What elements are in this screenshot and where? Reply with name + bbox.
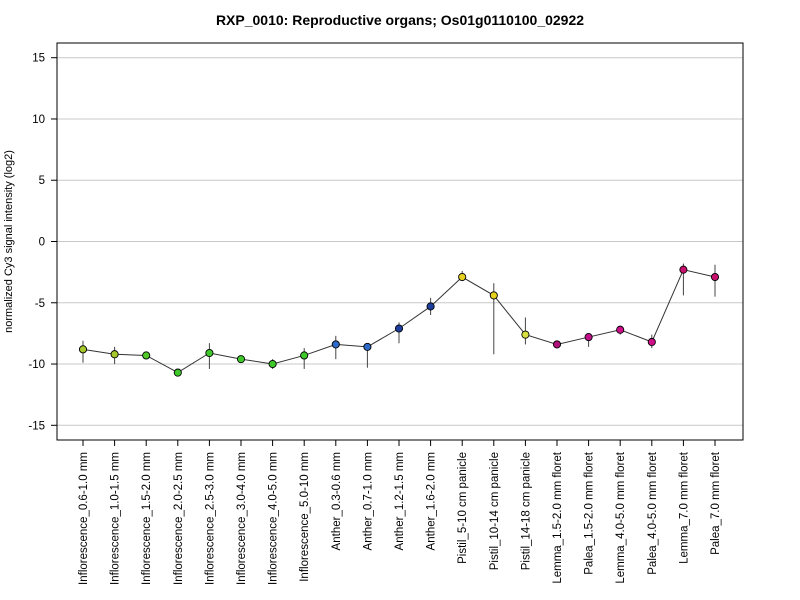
data-point [394, 324, 404, 333]
x-tick-label: Inflorescence_1.0-1.5 mm [110, 452, 122, 585]
x-tick-label: Anther_0.3-0.6 mm [331, 452, 343, 550]
data-point [584, 333, 593, 342]
data-point [426, 302, 435, 311]
x-tick-label: Palea_4.0-5.0 mm floret [647, 451, 659, 575]
data-point [647, 337, 656, 347]
series-line [82, 269, 716, 374]
data-point [236, 355, 246, 364]
y-tick-label: -15 [28, 420, 45, 432]
x-tick-label: Anther_0.7-1.0 mm [362, 452, 374, 550]
data-point [110, 350, 119, 359]
data-point [521, 330, 530, 339]
x-tick-label: Inflorescence_4.0-5.0 mm [268, 452, 280, 585]
x-tick-label: Inflorescence_2.0-2.5 mm [173, 452, 185, 585]
x-tick-label: Inflorescence_0.6-1.0 mm [78, 452, 90, 585]
x-tick-label: Pistil_14-18 cm panicle [520, 452, 532, 570]
x-tick-label: Palea_7.0 mm floret [710, 451, 722, 555]
y-tick-label: 0 [39, 237, 45, 249]
chart-title: RXP_0010: Reproductive organs; Os01g0110… [215, 12, 585, 28]
y-axis-label: normalized Cy3 signal intensity (log2) [3, 150, 15, 333]
data-point [300, 351, 309, 360]
y-tick-label: 5 [39, 175, 45, 187]
data-point [489, 291, 498, 300]
x-tick-label: Inflorescence_1.5-2.0 mm [141, 452, 153, 585]
y-tick-label: 15 [32, 53, 45, 65]
x-tick-label: Anther_1.2-1.5 mm [394, 452, 406, 550]
y-tick-label: -10 [28, 359, 45, 371]
x-tick-label: Pistil_5-10 cm panicle [457, 452, 469, 564]
data-point [331, 340, 340, 349]
data-point [363, 342, 372, 351]
gridlines [57, 57, 743, 426]
data-points [78, 265, 720, 377]
y-axis: 15 10 5 0 -5 -10 -15 [28, 53, 57, 432]
x-tick-label: Inflorescence_3.0-4.0 mm [236, 452, 248, 585]
data-point [205, 348, 214, 358]
y-tick-label: 10 [32, 114, 45, 126]
data-point [268, 359, 277, 369]
data-point [616, 325, 625, 334]
data-point [552, 340, 562, 349]
data-point [710, 272, 720, 282]
x-tick-label: Lemma_7.0 mm floret [678, 451, 690, 564]
x-tick-label: Anther_1.6-2.0 mm [426, 452, 438, 550]
data-point [78, 345, 88, 354]
x-tick-label: Palea_1.5-2.0 mm floret [584, 451, 596, 575]
data-point [173, 368, 182, 377]
x-tick-label: Lemma_1.5-2.0 mm floret [552, 451, 564, 583]
data-point [142, 351, 151, 360]
x-tick-label: Inflorescence_2.5-3.0 mm [204, 452, 216, 585]
x-tick-label: Pistil_10-14 cm panicle [489, 452, 501, 570]
data-point [679, 265, 688, 274]
error-bars [82, 263, 716, 374]
y-tick-label: -5 [35, 298, 45, 310]
x-tick-label: Lemma_4.0-5.0 mm floret [615, 451, 627, 583]
x-axis: Inflorescence_0.6-1.0 mm Inflorescence_1.… [78, 440, 722, 585]
data-point [458, 272, 467, 282]
x-tick-label: Inflorescence_5.0-10 mm [299, 452, 311, 582]
